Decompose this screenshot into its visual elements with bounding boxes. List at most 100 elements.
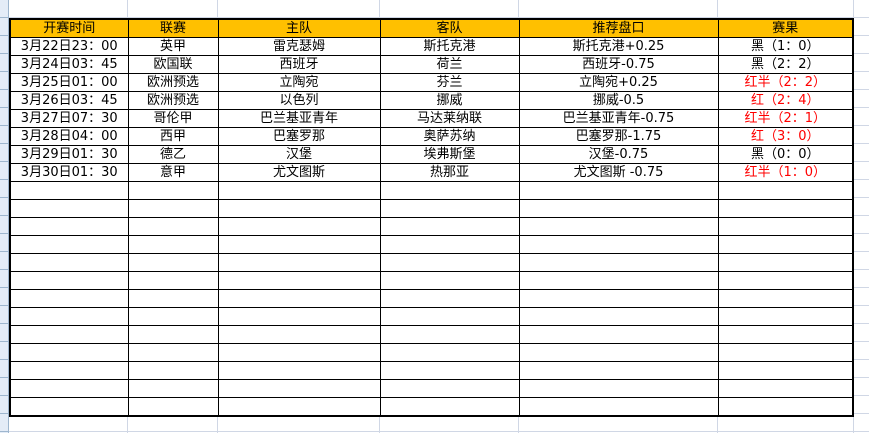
cell-league[interactable]: 西甲	[127, 127, 219, 146]
cell-result[interactable]: 黑（2：2）	[717, 55, 854, 74]
cell-home[interactable]: 雷克瑟姆	[217, 37, 381, 56]
empty-cell[interactable]	[217, 289, 381, 308]
empty-cell[interactable]	[127, 307, 219, 326]
empty-cell[interactable]	[518, 199, 719, 218]
cell-time[interactable]: 3月22日23：00	[9, 37, 129, 56]
cell-home[interactable]: 立陶宛	[217, 73, 381, 92]
empty-cell[interactable]	[217, 343, 381, 362]
empty-cell[interactable]	[518, 307, 719, 326]
cell-away[interactable]: 荷兰	[379, 55, 520, 74]
empty-cell[interactable]	[127, 343, 219, 362]
empty-cell[interactable]	[217, 199, 381, 218]
cell-home[interactable]: 汉堡	[217, 145, 381, 164]
empty-cell[interactable]	[9, 253, 129, 272]
empty-cell[interactable]	[217, 397, 381, 417]
cell-league[interactable]: 欧洲预选	[127, 91, 219, 110]
empty-cell[interactable]	[127, 379, 219, 398]
empty-cell[interactable]	[379, 361, 520, 380]
cell-tip[interactable]: 西班牙-0.75	[518, 55, 719, 74]
empty-cell[interactable]	[379, 379, 520, 398]
cell-away[interactable]: 热那亚	[379, 163, 520, 182]
cell-tip[interactable]: 巴兰基亚青年-0.75	[518, 109, 719, 128]
cell-league[interactable]: 英甲	[127, 37, 219, 56]
empty-cell[interactable]	[9, 343, 129, 362]
cell-result[interactable]: 红（2：4）	[717, 91, 854, 110]
empty-cell[interactable]	[127, 181, 219, 200]
empty-cell[interactable]	[717, 397, 854, 417]
empty-cell[interactable]	[379, 271, 520, 290]
cell-tip[interactable]: 挪威-0.5	[518, 91, 719, 110]
empty-cell[interactable]	[379, 307, 520, 326]
empty-cell[interactable]	[9, 361, 129, 380]
empty-cell[interactable]	[217, 217, 381, 236]
cell-home[interactable]: 尤文图斯	[217, 163, 381, 182]
cell-home[interactable]: 巴塞罗那	[217, 127, 381, 146]
empty-cell[interactable]	[379, 217, 520, 236]
empty-cell[interactable]	[518, 181, 719, 200]
cell-away[interactable]: 马达莱纳联	[379, 109, 520, 128]
empty-cell[interactable]	[717, 217, 854, 236]
cell-tip[interactable]: 斯托克港+0.25	[518, 37, 719, 56]
empty-cell[interactable]	[127, 235, 219, 254]
empty-cell[interactable]	[9, 397, 129, 417]
empty-cell[interactable]	[217, 253, 381, 272]
cell-league[interactable]: 意甲	[127, 163, 219, 182]
header-time[interactable]: 开赛时间	[9, 18, 129, 38]
empty-cell[interactable]	[379, 397, 520, 417]
empty-cell[interactable]	[518, 379, 719, 398]
cell-time[interactable]: 3月24日03：45	[9, 55, 129, 74]
cell-result[interactable]: 黑（1：0）	[717, 37, 854, 56]
empty-cell[interactable]	[518, 289, 719, 308]
empty-cell[interactable]	[379, 325, 520, 344]
empty-cell[interactable]	[518, 397, 719, 417]
empty-cell[interactable]	[717, 343, 854, 362]
cell-away[interactable]: 埃弗斯堡	[379, 145, 520, 164]
cell-home[interactable]: 西班牙	[217, 55, 381, 74]
cell-time[interactable]: 3月26日03：45	[9, 91, 129, 110]
empty-cell[interactable]	[717, 271, 854, 290]
cell-result[interactable]: 红半（2：1）	[717, 109, 854, 128]
empty-cell[interactable]	[518, 253, 719, 272]
header-away[interactable]: 客队	[379, 18, 520, 38]
cell-time[interactable]: 3月25日01：00	[9, 73, 129, 92]
empty-cell[interactable]	[9, 217, 129, 236]
cell-result[interactable]: 黑（0：0）	[717, 145, 854, 164]
cell-result[interactable]: 红（3：0）	[717, 127, 854, 146]
empty-cell[interactable]	[717, 199, 854, 218]
cell-away[interactable]: 芬兰	[379, 73, 520, 92]
cell-time[interactable]: 3月30日01：30	[9, 163, 129, 182]
empty-cell[interactable]	[518, 343, 719, 362]
empty-cell[interactable]	[379, 235, 520, 254]
empty-cell[interactable]	[717, 253, 854, 272]
cell-tip[interactable]: 尤文图斯 -0.75	[518, 163, 719, 182]
header-home[interactable]: 主队	[217, 18, 381, 38]
empty-cell[interactable]	[379, 181, 520, 200]
empty-cell[interactable]	[717, 361, 854, 380]
cell-away[interactable]: 挪威	[379, 91, 520, 110]
empty-cell[interactable]	[217, 325, 381, 344]
empty-cell[interactable]	[127, 199, 219, 218]
cell-home[interactable]: 以色列	[217, 91, 381, 110]
cell-away[interactable]: 斯托克港	[379, 37, 520, 56]
row-header-strip[interactable]	[0, 0, 9, 433]
empty-cell[interactable]	[717, 235, 854, 254]
empty-cell[interactable]	[379, 253, 520, 272]
empty-cell[interactable]	[127, 325, 219, 344]
empty-cell[interactable]	[717, 181, 854, 200]
empty-cell[interactable]	[217, 307, 381, 326]
cell-time[interactable]: 3月29日01：30	[9, 145, 129, 164]
empty-cell[interactable]	[518, 235, 719, 254]
cell-time[interactable]: 3月27日07：30	[9, 109, 129, 128]
empty-cell[interactable]	[9, 199, 129, 218]
empty-cell[interactable]	[127, 289, 219, 308]
cell-tip[interactable]: 汉堡-0.75	[518, 145, 719, 164]
cell-league[interactable]: 欧洲预选	[127, 73, 219, 92]
empty-cell[interactable]	[9, 271, 129, 290]
empty-cell[interactable]	[518, 361, 719, 380]
cell-time[interactable]: 3月28日04：00	[9, 127, 129, 146]
empty-cell[interactable]	[127, 271, 219, 290]
cell-result[interactable]: 红半（2：2）	[717, 73, 854, 92]
empty-cell[interactable]	[127, 217, 219, 236]
empty-cell[interactable]	[127, 397, 219, 417]
empty-cell[interactable]	[217, 235, 381, 254]
